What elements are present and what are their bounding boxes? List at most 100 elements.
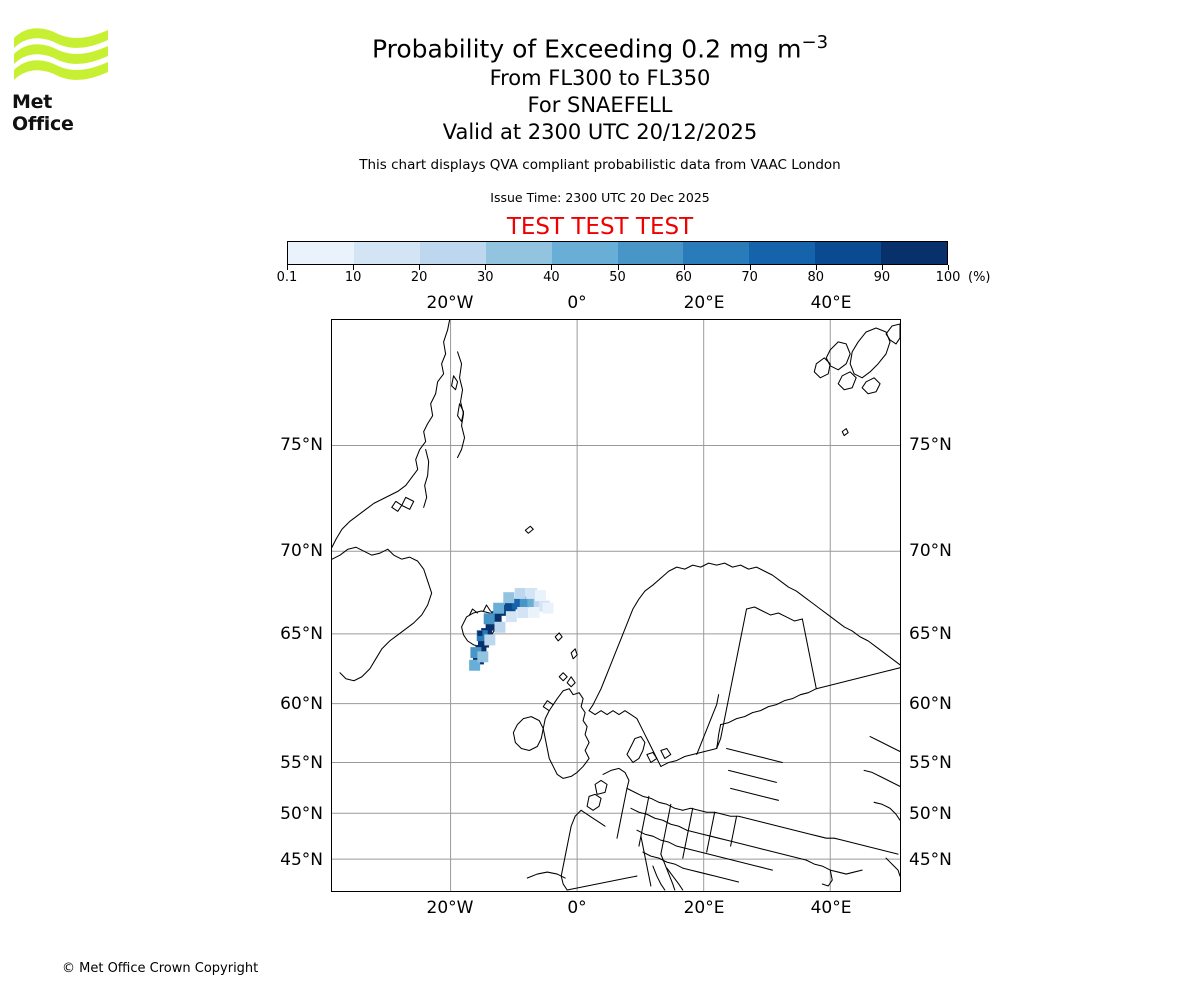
plume-cell bbox=[517, 606, 529, 618]
latitude-label-left-50°N: 50°N bbox=[280, 804, 323, 824]
colorbar-segment-8 bbox=[815, 242, 882, 264]
plume-cell bbox=[469, 659, 481, 671]
map-canvas bbox=[332, 320, 900, 891]
latitude-label-left-75°N: 75°N bbox=[280, 435, 323, 455]
map-coastlines bbox=[332, 320, 900, 891]
volcano-source-marker bbox=[477, 630, 483, 636]
latitude-label-right-70°N: 70°N bbox=[909, 541, 952, 561]
plume-cell bbox=[493, 602, 505, 614]
longitude-label-0°: 0° bbox=[567, 898, 587, 918]
plume-cell bbox=[505, 611, 517, 623]
latitude-label-right-75°N: 75°N bbox=[909, 435, 952, 455]
plume-cell bbox=[485, 619, 497, 631]
plume-cell bbox=[542, 602, 554, 614]
colorbar bbox=[287, 241, 948, 265]
plume-cell bbox=[527, 596, 539, 608]
colorbar-segment-4 bbox=[551, 242, 618, 264]
latitude-label-right-55°N: 55°N bbox=[909, 753, 952, 773]
colorbar-tickmark-5 bbox=[617, 265, 619, 270]
colorbar-ticklabel-30: 30 bbox=[477, 270, 494, 285]
colorbar-tickmark-1 bbox=[353, 265, 355, 270]
colorbar-ticklabel-60: 60 bbox=[675, 270, 692, 285]
latitude-label-right-50°N: 50°N bbox=[909, 804, 952, 824]
plume-cell bbox=[484, 634, 496, 646]
test-banner: TEST TEST TEST bbox=[506, 214, 694, 240]
colorbar-ticks: 0.1 10 20 30 40 50 60 70 80 90 100 bbox=[277, 265, 960, 285]
plume-cell bbox=[514, 587, 526, 599]
map-plot-area[interactable] bbox=[331, 319, 901, 892]
longitude-label-40°E: 40°E bbox=[810, 293, 852, 313]
qva-note: This chart displays QVA compliant probab… bbox=[359, 157, 841, 173]
page-title-exponent: −3 bbox=[801, 32, 829, 53]
colorbar-ticklabel-70: 70 bbox=[741, 270, 758, 285]
colorbar-tickmark-3 bbox=[485, 265, 487, 270]
title-valid-time: Valid at 2300 UTC 20/12/2025 bbox=[442, 120, 758, 145]
colorbar-tickmark-2 bbox=[419, 265, 421, 270]
plume-cell bbox=[519, 596, 531, 608]
met-office-logo: Met Office bbox=[12, 24, 112, 135]
latitude-label-right-45°N: 45°N bbox=[909, 850, 952, 870]
colorbar-segment-6 bbox=[683, 242, 750, 264]
plume-cell bbox=[503, 592, 515, 604]
title-flight-levels: From FL300 to FL350 bbox=[489, 66, 711, 91]
met-office-logo-text: Met Office bbox=[12, 91, 74, 135]
plume-cell bbox=[534, 590, 546, 602]
plume-cell bbox=[478, 636, 489, 648]
colorbar-ticklabel-80: 80 bbox=[807, 270, 825, 285]
plume-cell bbox=[528, 606, 540, 618]
colorbar-segment-3 bbox=[485, 242, 552, 264]
longitude-label-40°E: 40°E bbox=[810, 898, 852, 918]
colorbar-ticklabel-0.1: 0.1 bbox=[276, 270, 298, 285]
plume-cell bbox=[504, 600, 516, 612]
colorbar-segment-2 bbox=[419, 242, 486, 264]
colorbar-unit-label: (%) bbox=[968, 270, 991, 285]
longitude-label-20°W: 20°W bbox=[426, 898, 474, 918]
colorbar-gradient bbox=[287, 241, 948, 265]
plume-cell bbox=[483, 613, 495, 625]
latitude-label-left-45°N: 45°N bbox=[280, 850, 323, 870]
colorbar-ticklabel-20: 20 bbox=[410, 270, 428, 285]
plume-cell bbox=[494, 621, 506, 633]
latitude-label-right-60°N: 60°N bbox=[909, 694, 952, 714]
title-volcano: For SNAEFELL bbox=[527, 93, 673, 118]
plume-cell bbox=[477, 651, 489, 663]
colorbar-ticklabel-10: 10 bbox=[344, 270, 362, 285]
chart-title-block: Probability of Exceeding 0.2 mg m−3 From… bbox=[0, 26, 1200, 146]
copyright-text: © Met Office Crown Copyright bbox=[62, 961, 259, 976]
colorbar-segment-5 bbox=[617, 242, 684, 264]
longitude-label-20°E: 20°E bbox=[683, 898, 725, 918]
plume-cell bbox=[526, 587, 538, 599]
plume-cell bbox=[490, 611, 502, 623]
latitude-label-left-70°N: 70°N bbox=[280, 541, 323, 561]
colorbar-tickmark-9 bbox=[881, 265, 883, 270]
colorbar-tickmark-7 bbox=[749, 265, 751, 270]
longitude-label-20°E: 20°E bbox=[683, 293, 725, 313]
colorbar-tickmark-0 bbox=[287, 265, 288, 270]
latitude-label-left-55°N: 55°N bbox=[280, 753, 323, 773]
longitude-label-0°: 0° bbox=[567, 293, 587, 313]
latitude-label-left-60°N: 60°N bbox=[280, 694, 323, 714]
ash-probability-plume bbox=[469, 587, 554, 671]
page-title: Probability of Exceeding 0.2 mg m−3 bbox=[0, 26, 1200, 65]
colorbar-ticklabel-50: 50 bbox=[609, 270, 626, 285]
plume-cell bbox=[512, 598, 524, 610]
colorbar-tickmark-8 bbox=[815, 265, 817, 270]
colorbar-tickmark-4 bbox=[551, 265, 553, 270]
colorbar-tickmark-6 bbox=[683, 265, 685, 270]
colorbar-segment-9 bbox=[881, 242, 948, 264]
latitude-label-left-65°N: 65°N bbox=[280, 624, 323, 644]
colorbar-tickmark-10 bbox=[948, 265, 949, 270]
latitude-label-right-65°N: 65°N bbox=[909, 624, 952, 644]
colorbar-ticklabel-90: 90 bbox=[873, 270, 891, 285]
map-gridlines bbox=[332, 320, 900, 891]
plume-cell bbox=[470, 647, 482, 659]
met-office-wave-mark bbox=[14, 28, 108, 80]
colorbar-ticklabel-40: 40 bbox=[543, 270, 560, 285]
colorbar-ticklabel-100: 100 bbox=[935, 270, 961, 285]
longitude-label-20°W: 20°W bbox=[426, 293, 474, 313]
page-title-text: Probability of Exceeding 0.2 mg m bbox=[371, 34, 802, 64]
issue-time: Issue Time: 2300 UTC 20 Dec 2025 bbox=[490, 190, 710, 205]
colorbar-segment-1 bbox=[353, 242, 420, 264]
colorbar-segment-7 bbox=[749, 242, 816, 264]
colorbar-segment-0 bbox=[288, 242, 354, 264]
